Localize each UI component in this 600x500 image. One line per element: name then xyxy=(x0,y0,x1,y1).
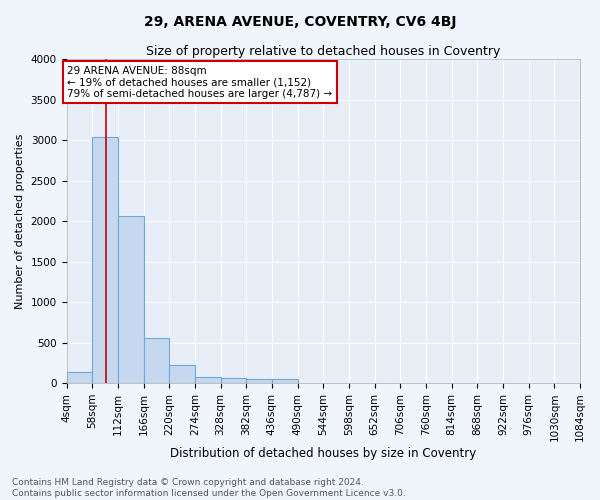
Bar xyxy=(221,378,246,383)
Bar xyxy=(272,378,298,383)
Bar xyxy=(118,216,143,383)
Text: 29 ARENA AVENUE: 88sqm
← 19% of detached houses are smaller (1,152)
79% of semi-: 29 ARENA AVENUE: 88sqm ← 19% of detached… xyxy=(67,66,332,99)
Bar xyxy=(195,376,221,383)
Y-axis label: Number of detached properties: Number of detached properties xyxy=(15,134,25,309)
Bar xyxy=(246,378,272,383)
Text: Contains HM Land Registry data © Crown copyright and database right 2024.
Contai: Contains HM Land Registry data © Crown c… xyxy=(12,478,406,498)
Bar xyxy=(92,137,118,383)
Bar xyxy=(67,372,92,383)
X-axis label: Distribution of detached houses by size in Coventry: Distribution of detached houses by size … xyxy=(170,447,476,460)
Bar xyxy=(169,366,195,383)
Bar xyxy=(143,338,169,383)
Title: Size of property relative to detached houses in Coventry: Size of property relative to detached ho… xyxy=(146,45,500,58)
Text: 29, ARENA AVENUE, COVENTRY, CV6 4BJ: 29, ARENA AVENUE, COVENTRY, CV6 4BJ xyxy=(144,15,456,29)
